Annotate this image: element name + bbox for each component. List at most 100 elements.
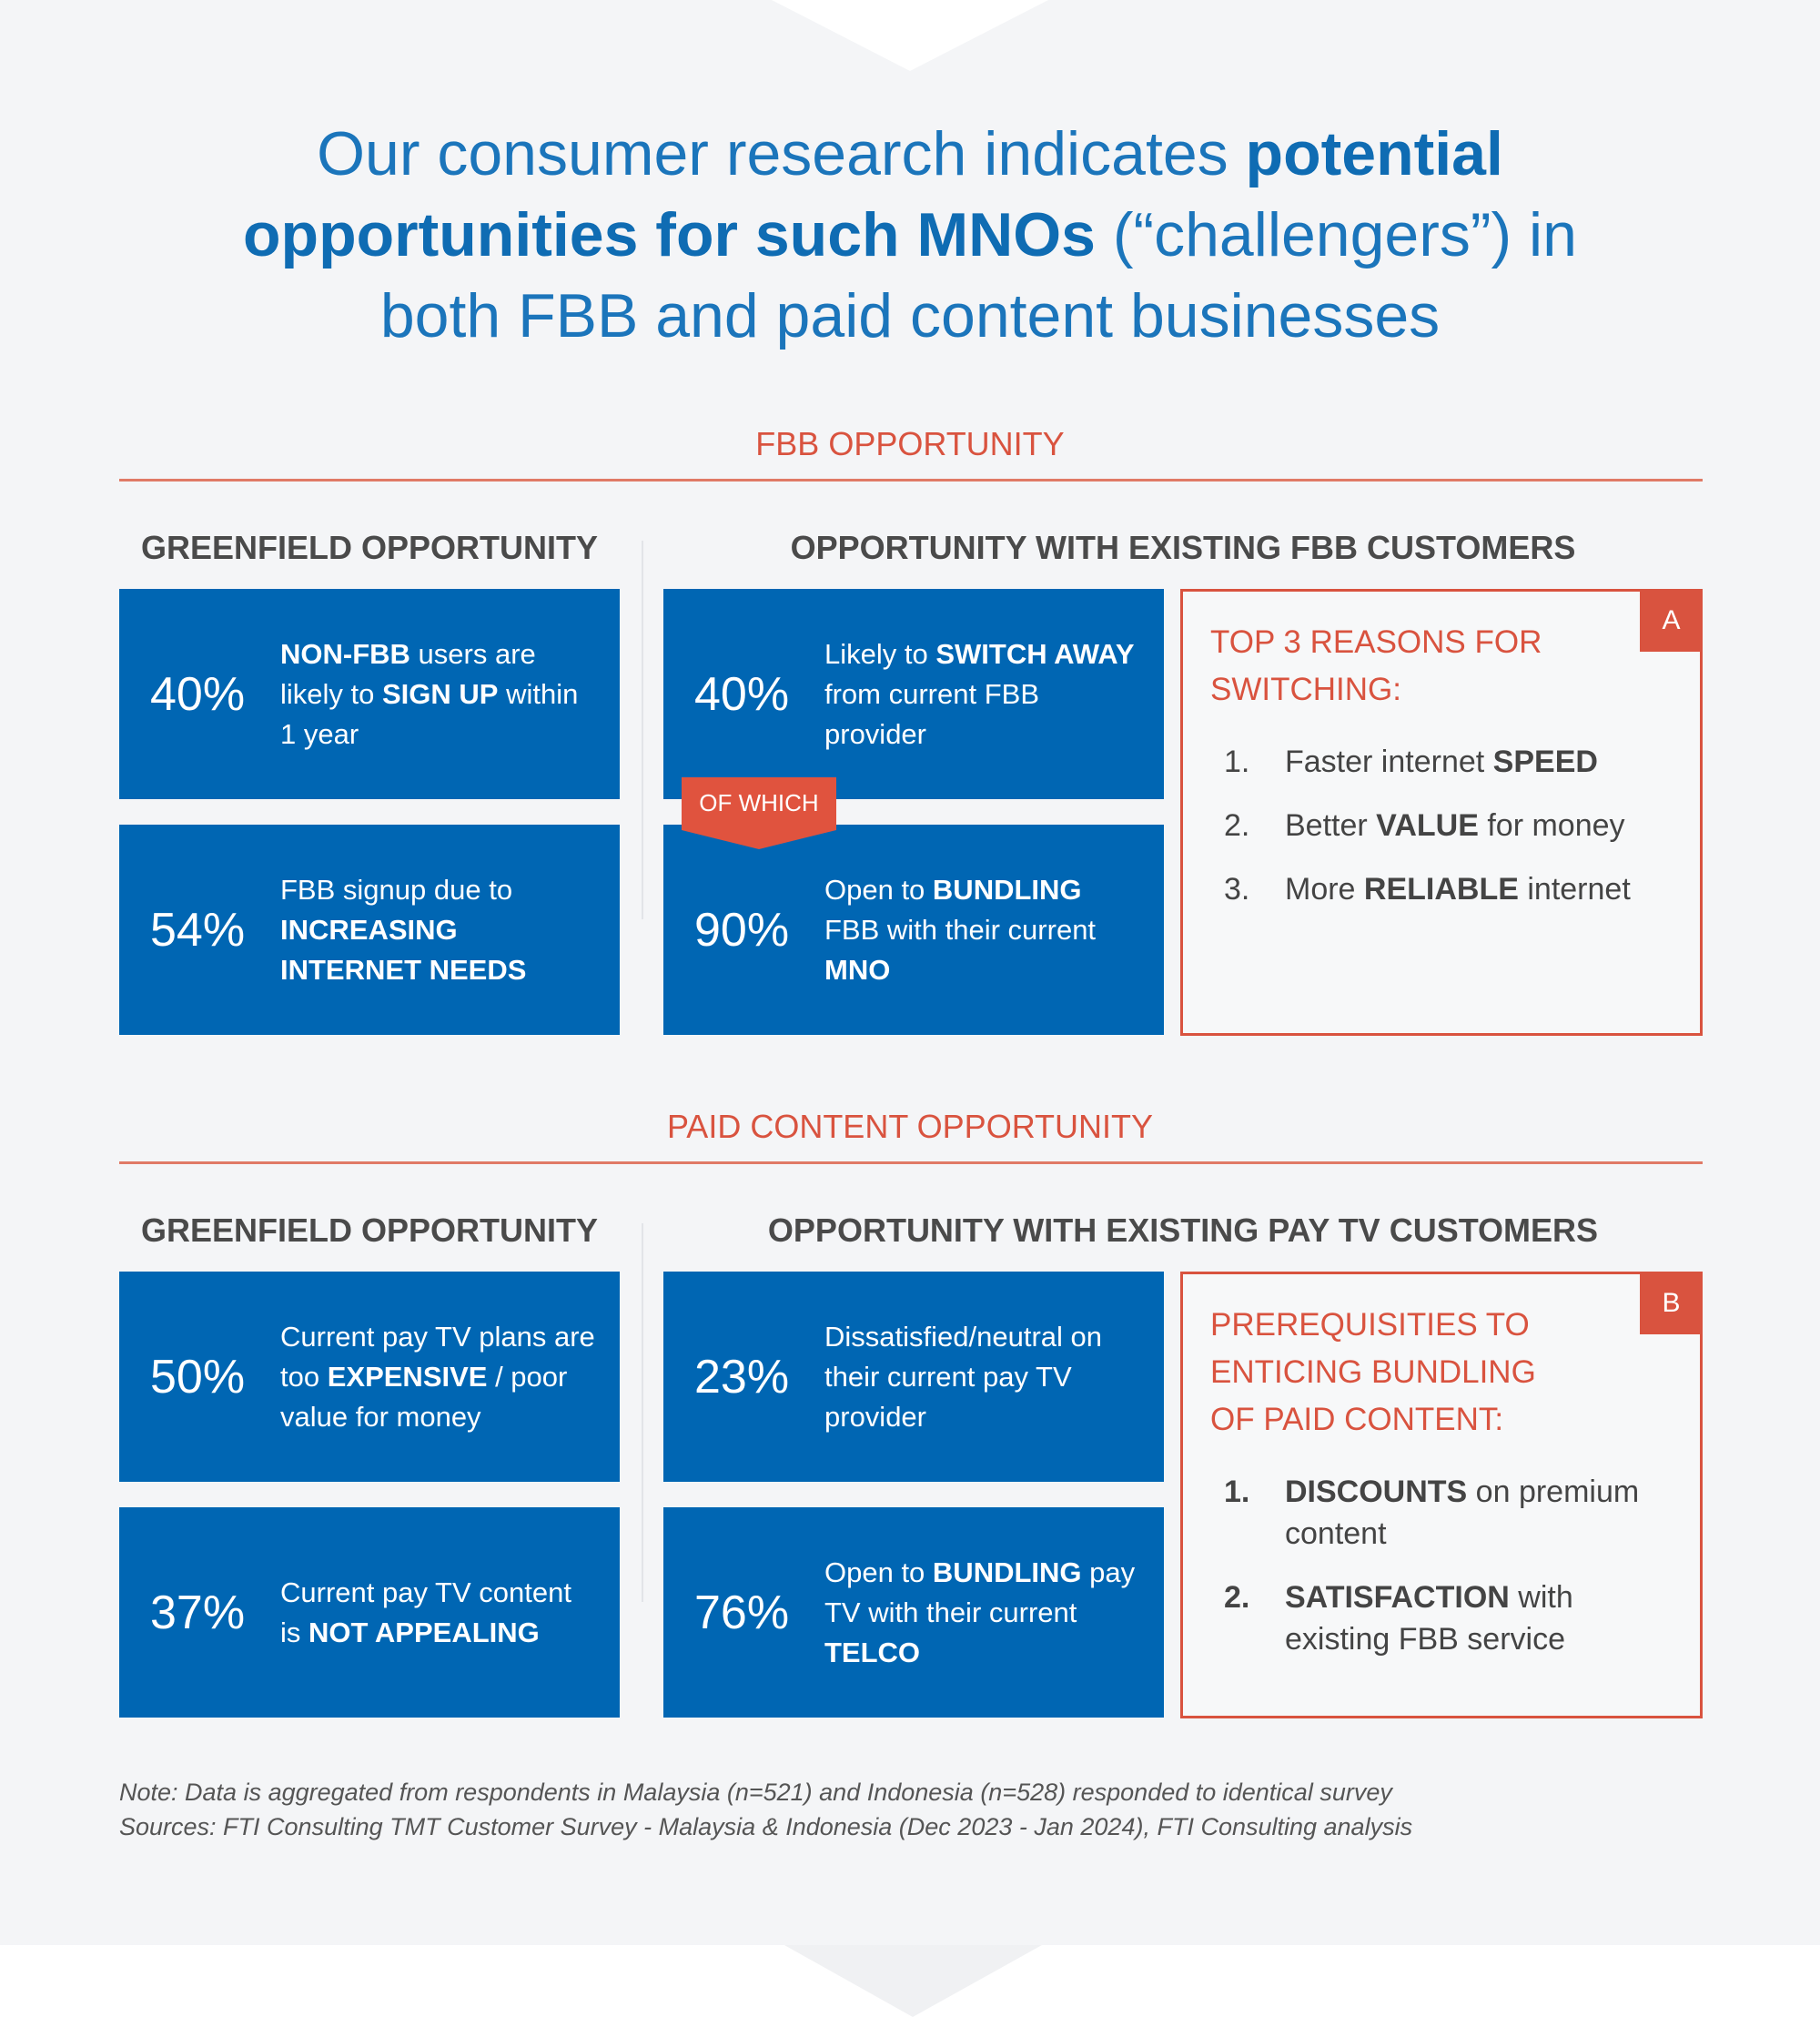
bold-text: INCREASING INTERNET NEEDS <box>280 913 527 986</box>
bold-text: SPEED <box>1492 745 1598 779</box>
section-rule <box>119 479 1703 481</box>
text: Faster internet <box>1285 745 1493 779</box>
column-heading: OPPORTUNITY WITH EXISTING PAY TV CUSTOME… <box>767 1211 1599 1249</box>
stat-value: 76% <box>694 1586 790 1639</box>
stat-value: 90% <box>694 903 790 957</box>
stat-value: 54% <box>150 903 246 957</box>
column-heading: OPPORTUNITY WITH EXISTING FBB CUSTOMERS <box>790 529 1576 566</box>
text: users are likely to <box>280 637 536 710</box>
column-divider <box>642 541 643 919</box>
stat-description: Current pay TV plans are too EXPENSIVE /… <box>280 1317 599 1437</box>
text: Current pay TV plans are too <box>280 1320 595 1393</box>
column-divider <box>642 1223 643 1602</box>
stat-description: Current pay TV content is NOT APPEALING <box>280 1573 599 1653</box>
column-heading: GREENFIELD OPPORTUNITY <box>140 1211 599 1249</box>
source: Sources: FTI Consulting TMT Customer Sur… <box>119 1813 1413 1840</box>
stat-description: Dissatisfied/neutral on their current pa… <box>824 1317 1143 1437</box>
item-number: 1. <box>1224 745 1250 779</box>
text: FBB with their current <box>824 913 1097 946</box>
stat-card: 40% Likely to SWITCH AWAY from current FB… <box>663 589 1164 799</box>
text: Better <box>1285 808 1377 843</box>
text: pay TV with their current <box>824 1556 1136 1628</box>
bold-text: SIGN UP <box>381 677 499 710</box>
bold-text: NON-FBB <box>280 637 410 670</box>
stat-description: Likely to SWITCH AWAY from current FBB p… <box>824 634 1143 755</box>
text: More <box>1285 872 1364 907</box>
stat-description: Open to BUNDLING FBB with their current … <box>824 870 1143 990</box>
stat-card: 54% FBB signup due to INCREASING INTERNET… <box>119 825 620 1035</box>
connector: OF WHICH <box>682 777 836 849</box>
list-item: 3. More RELIABLE internet <box>1224 868 1679 910</box>
bold-text: VALUE <box>1376 808 1479 843</box>
callout-box: A TOP 3 REASONS FOR SWITCHING: 1. Faster in… <box>1180 589 1703 1036</box>
connector-label: OF WHICH <box>699 789 818 816</box>
list-item: 1. DISCOUNTS on premium content <box>1224 1471 1679 1555</box>
stat-value: 50% <box>150 1350 246 1404</box>
stat-value: 40% <box>694 667 790 721</box>
text: (“challengers”) in both FBB and paid con… <box>379 200 1577 350</box>
item-text: SATISFACTION with existing FBB service <box>1285 1576 1679 1660</box>
text: Open to <box>824 1556 933 1588</box>
text: for money <box>1478 808 1625 843</box>
section: PAID CONTENT OPPORTUNITY GREENFIELD OPPOR… <box>0 1101 1820 1738</box>
section-heading: PAID CONTENT OPPORTUNITY <box>666 1108 1154 1145</box>
text: Our consumer research indicates <box>317 119 1246 188</box>
text: Current pay TV content is <box>280 1576 571 1648</box>
callout-badge: B <box>1640 1272 1703 1334</box>
callout-heading: PREREQUISITIES TO ENTICING BUNDLING OF P… <box>1210 1307 1536 1437</box>
item-number: 2. <box>1224 808 1250 843</box>
text: Likely to <box>824 637 936 670</box>
stat-description: FBB signup due to INCREASING INTERNET NE… <box>280 870 599 990</box>
stat-value: 37% <box>150 1586 246 1639</box>
item-text: Faster internet SPEED <box>1285 741 1598 783</box>
note: Note: Data is aggregated from respondent… <box>119 1779 1392 1806</box>
text: internet <box>1518 872 1631 907</box>
page-title: Our consumer research indicates potentia… <box>237 114 1583 357</box>
text: Open to <box>824 873 933 906</box>
bold-text: DISCOUNTS <box>1285 1475 1468 1509</box>
bold-text: NOT APPEALING <box>308 1616 540 1648</box>
item-number: 2. <box>1224 1580 1250 1615</box>
chevron-shape <box>772 0 1048 71</box>
text: on premium content <box>1285 1475 1640 1551</box>
list-item: 2. SATISFACTION with existing FBB service <box>1224 1576 1679 1660</box>
bottom-band <box>0 1945 1820 2017</box>
bold-text: RELIABLE <box>1363 872 1519 907</box>
text: Dissatisfied/neutral on their current pa… <box>824 1320 1102 1433</box>
stat-card: 23% Dissatisfied/neutral on their current… <box>663 1272 1164 1482</box>
chevron-shape <box>784 1945 1042 2017</box>
column-heading: GREENFIELD OPPORTUNITY <box>140 529 599 566</box>
stat-value: 40% <box>150 667 246 721</box>
stat-card: 40% NON-FBB users are likely to SIGN UP w… <box>119 589 620 799</box>
callout-badge: A <box>1640 589 1703 652</box>
list-item: 2. Better VALUE for money <box>1224 805 1679 846</box>
item-text: DISCOUNTS on premium content <box>1285 1471 1679 1555</box>
callout-heading: TOP 3 REASONS FOR SWITCHING: <box>1210 624 1542 707</box>
stat-card: 37% Current pay TV content is NOT APPEALI… <box>119 1507 620 1718</box>
section-heading: FBB OPPORTUNITY <box>755 425 1065 462</box>
item-number: 3. <box>1224 872 1250 907</box>
text: with existing FBB service <box>1285 1580 1573 1657</box>
item-text: Better VALUE for money <box>1285 805 1625 846</box>
callout-box: B PREREQUISITIES TO ENTICING BUNDLING OF … <box>1180 1272 1703 1718</box>
section-rule <box>119 1161 1703 1164</box>
item-number: 1. <box>1224 1475 1250 1509</box>
bold-text: BUNDLING <box>932 1556 1082 1588</box>
section: FBB OPPORTUNITY GREENFIELD OPPORTUNITY OPP… <box>0 419 1820 1056</box>
bold-text: TELCO <box>824 1636 921 1668</box>
bold-text: potential opportunities for such MNOs <box>243 119 1503 269</box>
top-chevron <box>772 0 1048 71</box>
bold-text: SATISFACTION <box>1285 1580 1510 1615</box>
stat-value: 23% <box>694 1350 790 1404</box>
text: within 1 year <box>280 677 579 750</box>
stat-card: 76% Open to BUNDLING pay TV with their cu… <box>663 1507 1164 1718</box>
item-text: More RELIABLE internet <box>1285 868 1631 910</box>
text: FBB signup due to <box>280 873 513 906</box>
stat-description: NON-FBB users are likely to SIGN UP with… <box>280 634 599 755</box>
list-item: 1. Faster internet SPEED <box>1224 741 1679 783</box>
stat-card: 50% Current pay TV plans are too EXPENSIV… <box>119 1272 620 1482</box>
bold-text: MNO <box>824 953 891 986</box>
callout-list: 1. Faster internet SPEED 2. Better VALUE fo… <box>1224 741 1679 932</box>
connector-shape <box>682 777 836 849</box>
